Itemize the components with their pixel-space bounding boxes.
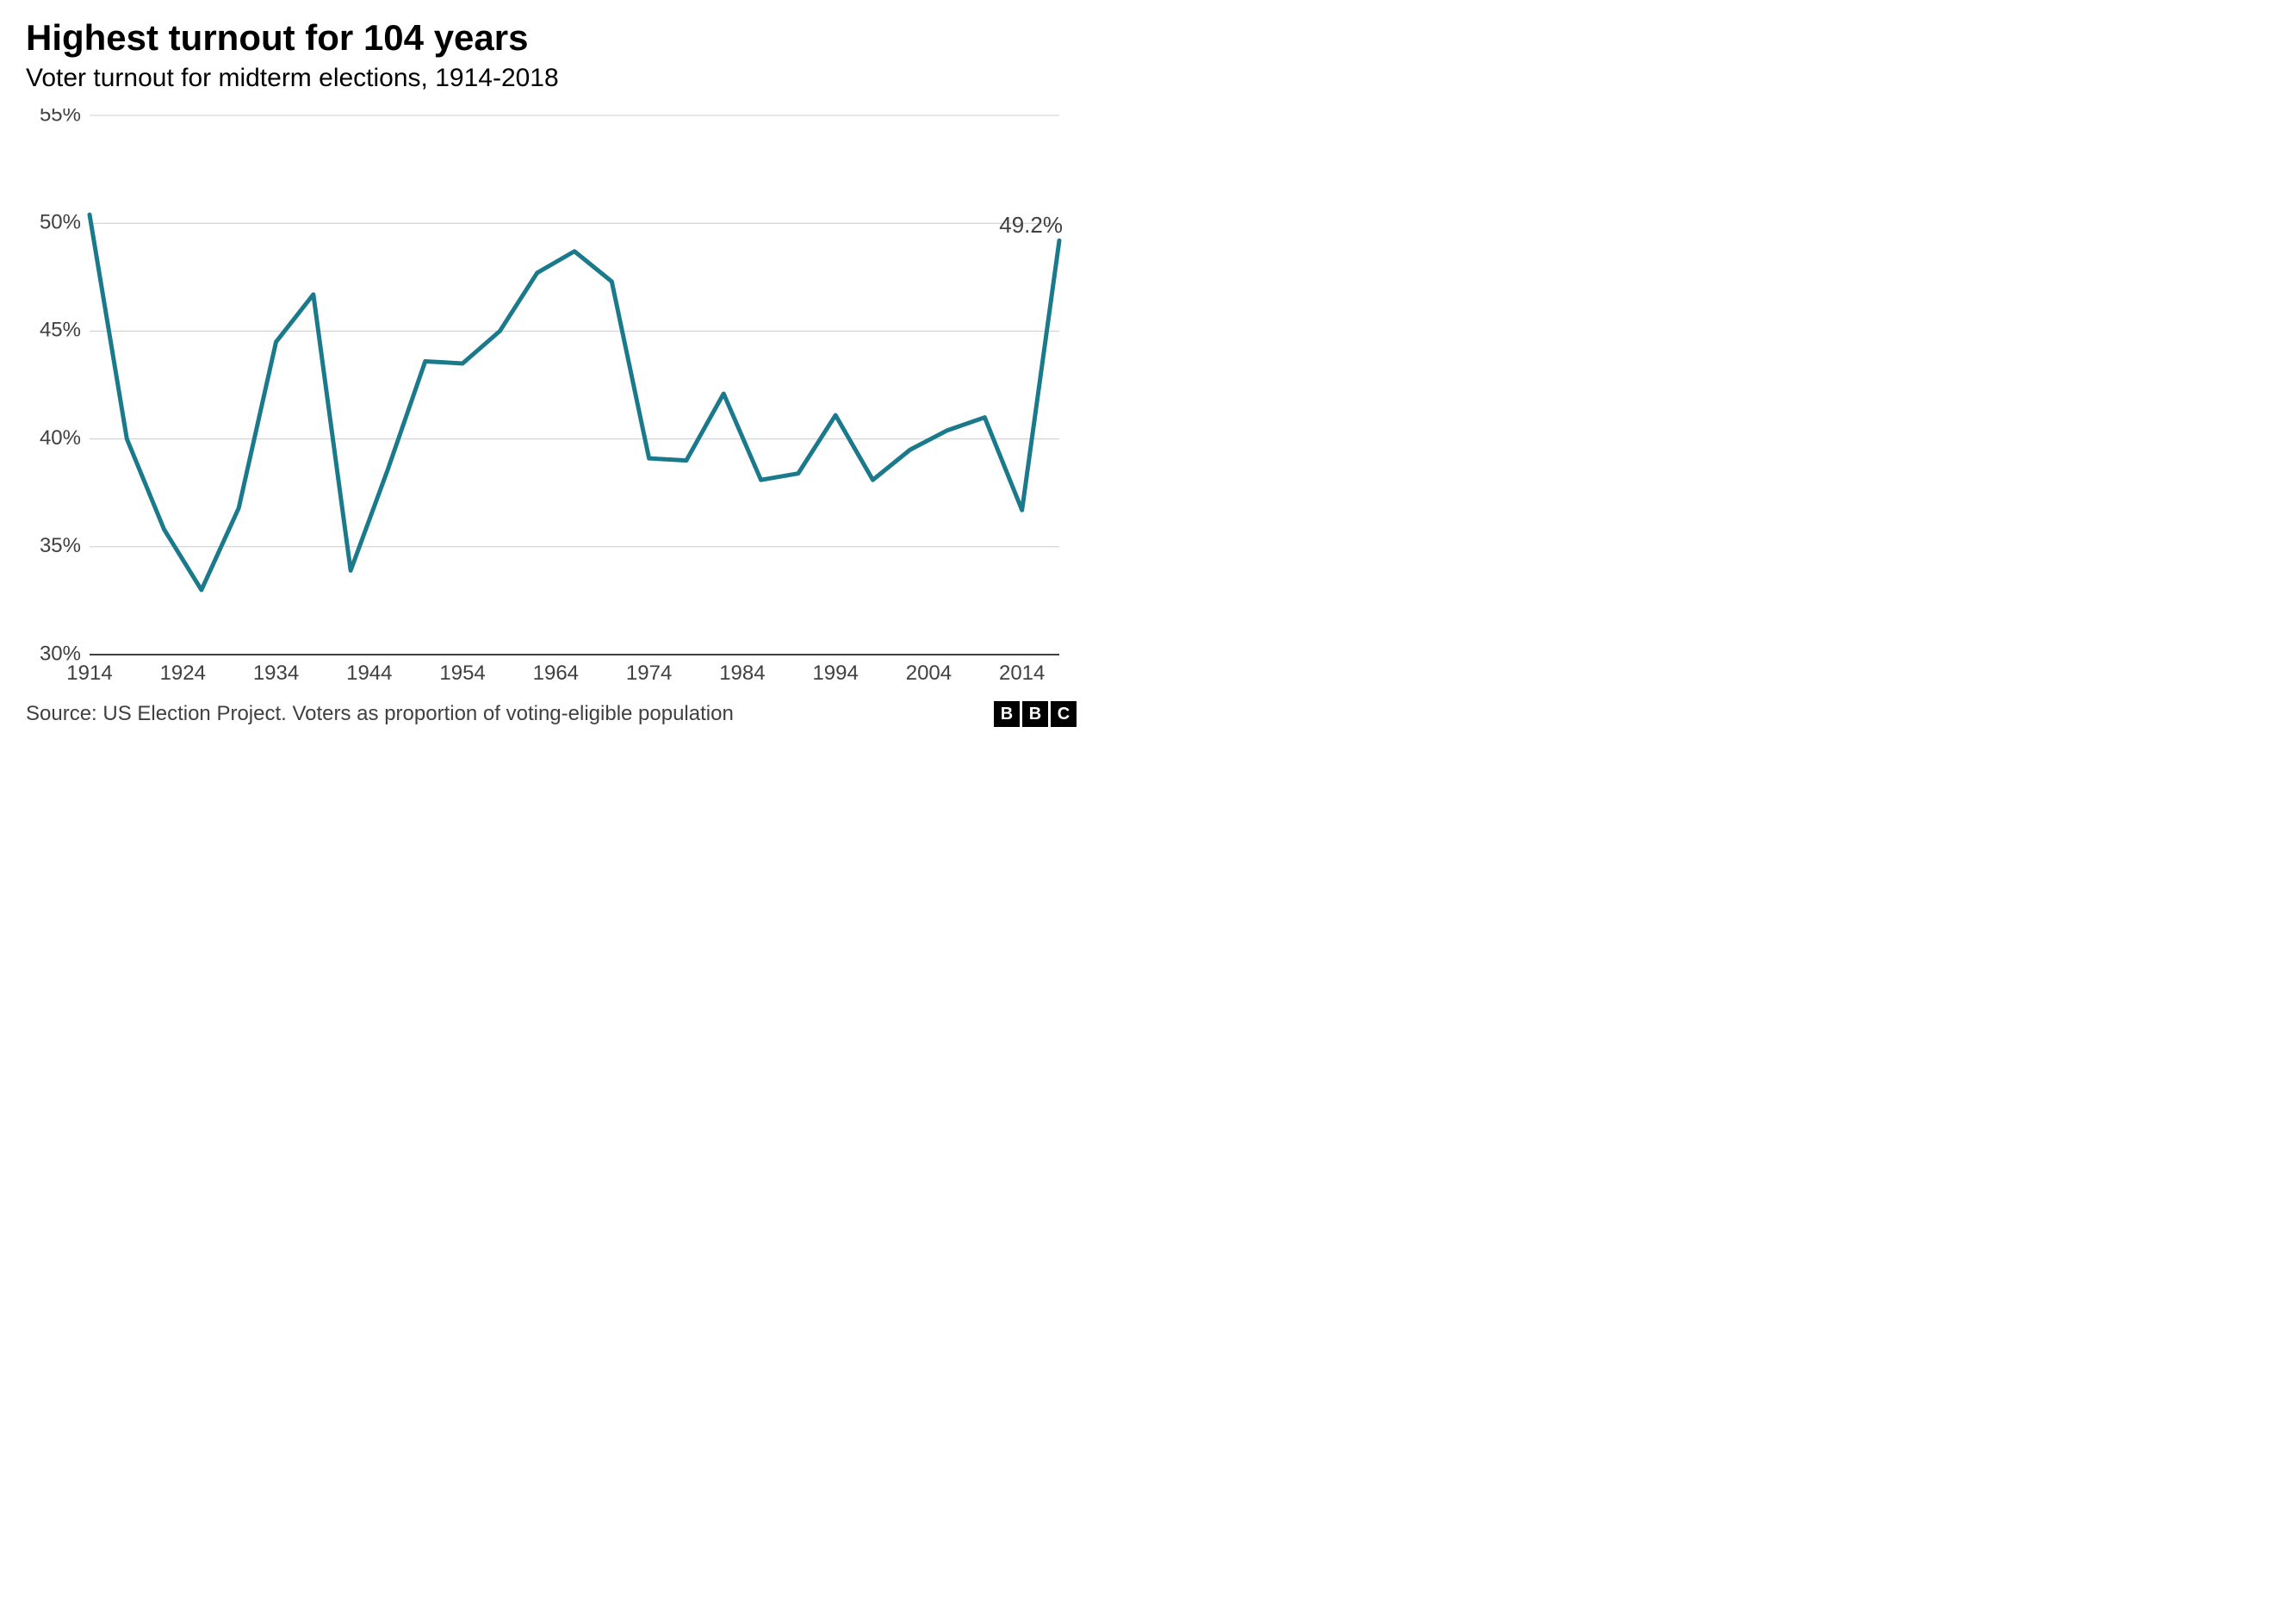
x-axis-tick-label: 1984: [719, 662, 765, 685]
source-text: Source: US Election Project. Voters as p…: [26, 702, 734, 726]
plot-area: 30%35%40%45%50%55%1914192419341944195419…: [26, 109, 1077, 694]
x-axis-tick-label: 1944: [346, 662, 392, 685]
line-chart-svg: 30%35%40%45%50%55%1914192419341944195419…: [26, 109, 1077, 694]
x-axis-tick-label: 1964: [533, 662, 579, 685]
callout-label: 49.2%: [999, 212, 1063, 238]
x-axis-tick-label: 2014: [999, 662, 1045, 685]
x-axis-tick-label: 1974: [626, 662, 672, 685]
y-axis-tick-label: 50%: [40, 211, 81, 234]
y-axis-tick-label: 45%: [40, 319, 81, 342]
chart-footer: Source: US Election Project. Voters as p…: [26, 701, 1077, 727]
x-axis-tick-label: 1994: [812, 662, 858, 685]
turnout-series-line: [90, 214, 1059, 590]
y-axis-tick-label: 35%: [40, 534, 81, 557]
x-axis-tick-label: 2004: [906, 662, 952, 685]
bbc-logo-letter: B: [1022, 701, 1048, 727]
chart-container: Highest turnout for 104 years Voter turn…: [0, 0, 1102, 775]
y-axis-tick-label: 55%: [40, 109, 81, 126]
x-axis-tick-label: 1924: [160, 662, 206, 685]
bbc-logo-letter: C: [1051, 701, 1077, 727]
chart-subtitle: Voter turnout for midterm elections, 191…: [26, 64, 1077, 93]
bbc-logo: B B C: [994, 701, 1077, 727]
y-axis-tick-label: 40%: [40, 426, 81, 450]
x-axis-tick-label: 1954: [439, 662, 485, 685]
x-axis-tick-label: 1934: [253, 662, 299, 685]
chart-title: Highest turnout for 104 years: [26, 17, 1077, 59]
x-axis-tick-label: 1914: [66, 662, 112, 685]
bbc-logo-letter: B: [994, 701, 1020, 727]
